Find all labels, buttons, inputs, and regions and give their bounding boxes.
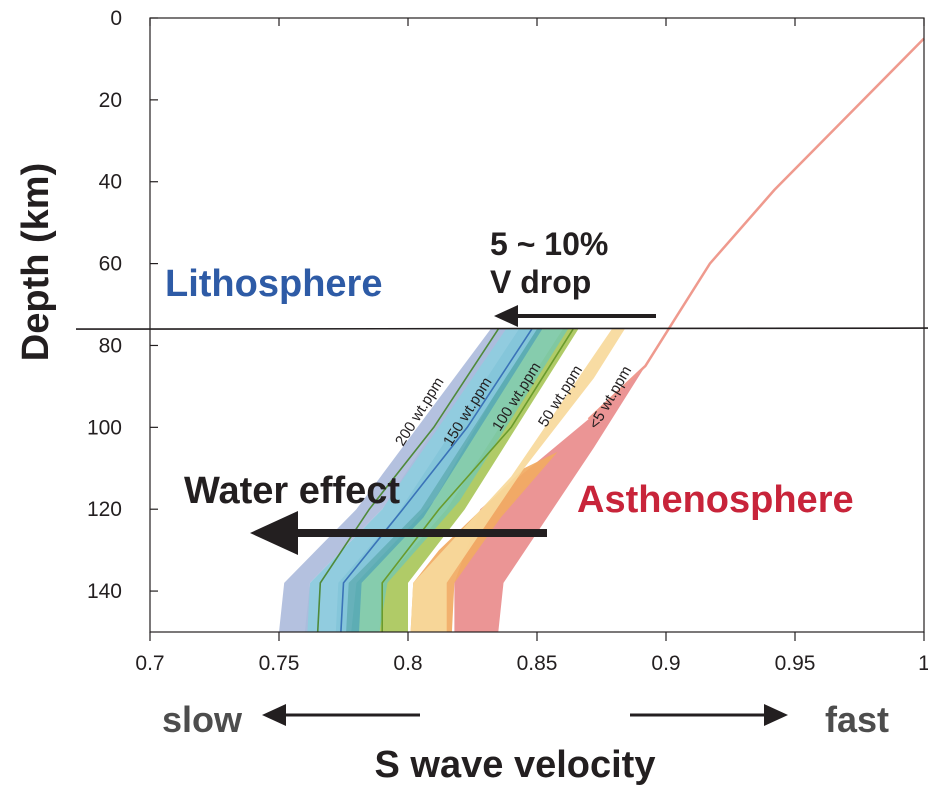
velocity-curve-line-2 — [340, 328, 533, 633]
velocity-curve-line-3 — [381, 328, 574, 632]
velocity-curve-line-1 — [316, 328, 499, 633]
velocity-band-4 — [379, 329, 579, 632]
plot-area — [75, 17, 928, 633]
water-effect-arrow — [250, 511, 547, 555]
lithosphere-label: Lithosphere — [165, 263, 382, 305]
x-tick-label: 0.9 — [651, 652, 680, 675]
lithosphere-boundary-line — [75, 327, 928, 330]
y-tick-label: 140 — [87, 580, 122, 603]
slow-arrow — [262, 704, 420, 726]
y-tick-label: 40 — [99, 171, 122, 194]
reference-velocity-curve — [587, 37, 925, 421]
y-tick-label: 120 — [87, 498, 122, 521]
x-tick-label: 0.8 — [393, 652, 422, 675]
x-axis-title: S wave velocity — [375, 744, 656, 785]
fast-arrow — [630, 704, 788, 726]
velocity-band-5 — [351, 329, 568, 632]
y-tick-label: 80 — [99, 334, 122, 357]
y-tick-label: 60 — [99, 253, 122, 276]
x-tick-label: 0.7 — [135, 652, 164, 675]
velocity-band-3 — [410, 329, 625, 632]
velocity-band-7 — [304, 329, 537, 632]
velocity-curve-lines — [316, 328, 574, 633]
y-axis-title: Depth (km) — [15, 163, 57, 361]
x-tick-label: 0.95 — [775, 652, 816, 675]
y-tick-label: 0 — [110, 7, 122, 30]
x-axis: 0.7 0.75 0.8 0.85 0.9 0.95 1 — [135, 18, 928, 675]
velocity-band-2 — [410, 451, 558, 632]
v-drop-arrow — [494, 305, 656, 327]
velocity-band-1 — [454, 365, 646, 632]
y-axis: 0 20 40 60 80 100 120 140 — [87, 7, 158, 603]
x-tick-label: 0.75 — [259, 652, 300, 675]
water-effect-label: Water effect — [184, 470, 400, 512]
v-drop-label-line1: 5 ~ 10% — [490, 226, 608, 262]
x-tick-label: 1 — [918, 652, 928, 675]
v-drop-label-line2: V drop — [490, 264, 591, 300]
slow-label: slow — [162, 699, 243, 740]
asthenosphere-label: Asthenosphere — [577, 479, 854, 521]
y-tick-label: 20 — [99, 89, 122, 112]
y-tick-label: 100 — [87, 416, 122, 439]
fast-label: fast — [825, 699, 889, 740]
x-tick-label: 0.85 — [517, 652, 558, 675]
